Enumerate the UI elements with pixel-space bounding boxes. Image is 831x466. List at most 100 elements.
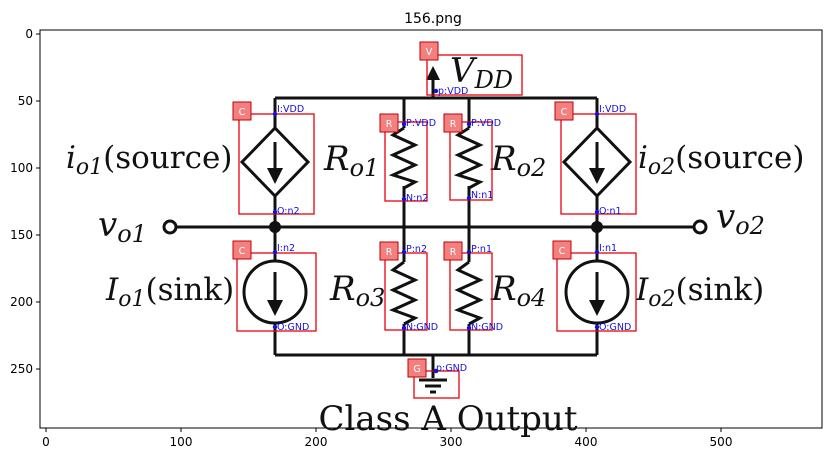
- x-axis: 0 100 200 300 400 500: [42, 428, 732, 449]
- pin-dot: [272, 249, 278, 255]
- r3-top-pin: P:n2: [406, 244, 427, 255]
- r3-bot-pin: N:GND: [406, 322, 438, 333]
- gnd-tag: [407, 358, 427, 378]
- ro1-resistor-icon: [388, 126, 419, 190]
- caption-text: Class A Output: [319, 399, 578, 439]
- Io1-sink-label: Io1(sink): [105, 272, 234, 312]
- r4-top-pin: P:n1: [471, 244, 492, 255]
- x-tick-label: 300: [440, 435, 463, 449]
- pin-dot: [401, 249, 407, 255]
- y-tick-label: 50: [18, 94, 33, 108]
- pin-dot: [594, 249, 600, 255]
- pin-dot: [594, 111, 600, 117]
- vo1-label: vo1: [98, 205, 147, 248]
- y-tick-label: 150: [10, 228, 33, 242]
- Io2-sink-symbol-icon: [564, 259, 630, 325]
- c4-bot-pin: O:GND: [599, 322, 631, 333]
- pin-dot: [401, 121, 407, 127]
- pin-dot: [272, 324, 278, 330]
- r2-bot-pin: N:n1: [471, 190, 493, 201]
- gnd-pin-label: p:GND: [436, 363, 467, 374]
- vdd-tag: [419, 41, 439, 61]
- ground-symbol-icon: [419, 378, 447, 394]
- c1-bot-pin: O:n2: [277, 206, 300, 217]
- r2-tag: [443, 113, 463, 133]
- y-tick-label: 100: [10, 161, 33, 175]
- y-tick-label: 250: [10, 362, 33, 376]
- c3-bot-pin: O:GND: [277, 322, 309, 333]
- ro4-resistor-icon: [454, 260, 484, 326]
- circuit-schematic: VDD vo1 vo2 io1(source) io2(source) Io1(…: [66, 51, 804, 439]
- vdd-label: VDD: [450, 51, 513, 94]
- r3-tag: [379, 241, 399, 261]
- junction-dot: [591, 221, 603, 233]
- c2-tag: [554, 101, 574, 121]
- r3-bbox: [384, 252, 428, 331]
- ro2-resistor-icon: [453, 126, 484, 190]
- c4-top-pin: I:n1: [599, 243, 617, 254]
- r2-top-pin: P:VDD: [471, 118, 501, 129]
- io1-source-symbol-icon: [239, 125, 311, 199]
- r1-tag: [379, 113, 399, 133]
- r4-bot-pin: N:GND: [471, 322, 503, 333]
- c2-tag-text: C: [561, 107, 568, 118]
- y-tick-label: 0: [25, 27, 33, 41]
- r4-tag-text: R: [450, 247, 457, 258]
- vdd-tag-text: V: [426, 47, 433, 58]
- c2-bot-pin: O:n1: [599, 206, 622, 217]
- pin-dot: [466, 325, 472, 331]
- pin-dot: [433, 368, 439, 374]
- r1-top-pin: P:VDD: [406, 118, 436, 129]
- x-tick-label: 100: [170, 435, 193, 449]
- vdd-bbox: [426, 54, 523, 96]
- pin-dot: [401, 325, 407, 331]
- pin-dot: [594, 209, 600, 215]
- r2-bbox: [449, 121, 493, 201]
- x-tick-label: 400: [575, 435, 598, 449]
- x-tick-label: 200: [305, 435, 328, 449]
- c3-tag-text: C: [239, 246, 246, 257]
- c1-tag: [232, 101, 252, 121]
- c3-tag: [232, 240, 252, 260]
- io2-source-label: io2(source): [638, 140, 804, 180]
- y-tick-label: 200: [10, 295, 33, 309]
- c4-tag: [552, 240, 572, 260]
- vo2-label: vo2: [716, 197, 765, 240]
- r4-bbox: [449, 252, 493, 331]
- pin-dot: [272, 111, 278, 117]
- x-tick-label: 0: [42, 435, 50, 449]
- figure-title: 156.png: [404, 11, 462, 27]
- pin-dot: [466, 195, 472, 201]
- c1-tag-text: C: [239, 107, 246, 118]
- ro1-label: Ro1: [323, 139, 379, 182]
- pin-dot: [272, 209, 278, 215]
- junction-dot: [269, 221, 281, 233]
- pin-dot: [401, 196, 407, 202]
- ro3-resistor-icon: [389, 260, 419, 326]
- r1-bot-pin: N:n2: [406, 193, 428, 204]
- ro2-label: Ro2: [490, 139, 546, 182]
- c1-top-pin: I:VDD: [277, 104, 304, 115]
- Io2-sink-label: Io2(sink): [635, 272, 764, 312]
- io2-source-symbol-icon: [561, 125, 633, 199]
- vdd-arrow-icon: [426, 66, 440, 80]
- r1-bbox: [384, 121, 428, 202]
- y-axis: 0 50 100 150 200 250: [10, 27, 40, 376]
- Io1-sink-symbol-icon: [242, 259, 308, 325]
- vo2-terminal-icon: [692, 219, 708, 235]
- x-tick-label: 500: [710, 435, 733, 449]
- pin-dot: [433, 88, 439, 94]
- c3-top-pin: I:n2: [277, 243, 295, 254]
- vdd-pin-label: p:VDD: [438, 86, 468, 97]
- gnd-tag-text: G: [413, 364, 420, 375]
- r4-tag: [443, 241, 463, 261]
- r1-tag-text: R: [386, 119, 393, 130]
- pin-dot: [466, 121, 472, 127]
- c4-tag-text: C: [559, 246, 566, 257]
- r3-tag-text: R: [386, 247, 393, 258]
- detection-overlay: V p:VDD C I:VDD O:n2 C I:VDD O:n1 R P:VD…: [232, 41, 637, 399]
- ro4-label: Ro4: [490, 269, 546, 312]
- r2-tag-text: R: [450, 119, 457, 130]
- ro3-label: Ro3: [329, 269, 385, 312]
